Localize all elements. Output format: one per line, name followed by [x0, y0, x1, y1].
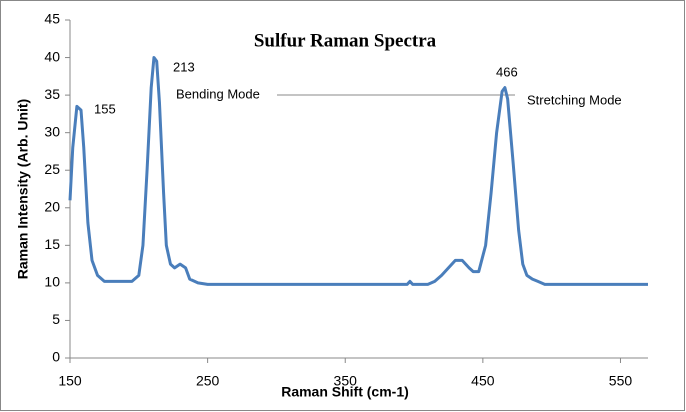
- x-tick-label: 350: [334, 373, 358, 389]
- x-tick-label: 450: [471, 373, 495, 389]
- chart-title: Sulfur Raman Spectra: [254, 30, 437, 51]
- y-axis-title: Raman Intensity (Arb. Unit): [15, 99, 31, 279]
- y-tick-label: 30: [44, 123, 60, 139]
- annotation: 213: [173, 59, 195, 74]
- x-tick-label: 150: [58, 373, 82, 389]
- data-line: [68, 56, 648, 286]
- annotation: Stretching Mode: [527, 92, 622, 107]
- y-tick-label: 45: [44, 11, 60, 27]
- y-tick-label: 5: [52, 311, 60, 327]
- y-tick-label: 15: [44, 236, 60, 252]
- x-tick-label: 550: [609, 373, 633, 389]
- annotation: 155: [94, 101, 116, 116]
- y-tick-label: 35: [44, 86, 60, 102]
- annotation: 466: [496, 64, 518, 79]
- y-tick-label: 0: [52, 349, 60, 365]
- annotation: Bending Mode: [176, 86, 260, 101]
- y-tick-label: 25: [44, 161, 60, 177]
- x-axis-title: Raman Shift (cm-1): [281, 384, 409, 400]
- x-tick-label: 250: [196, 373, 220, 389]
- y-tick-label: 40: [44, 48, 60, 64]
- y-tick-label: 10: [44, 274, 60, 290]
- y-tick-label: 20: [44, 198, 60, 214]
